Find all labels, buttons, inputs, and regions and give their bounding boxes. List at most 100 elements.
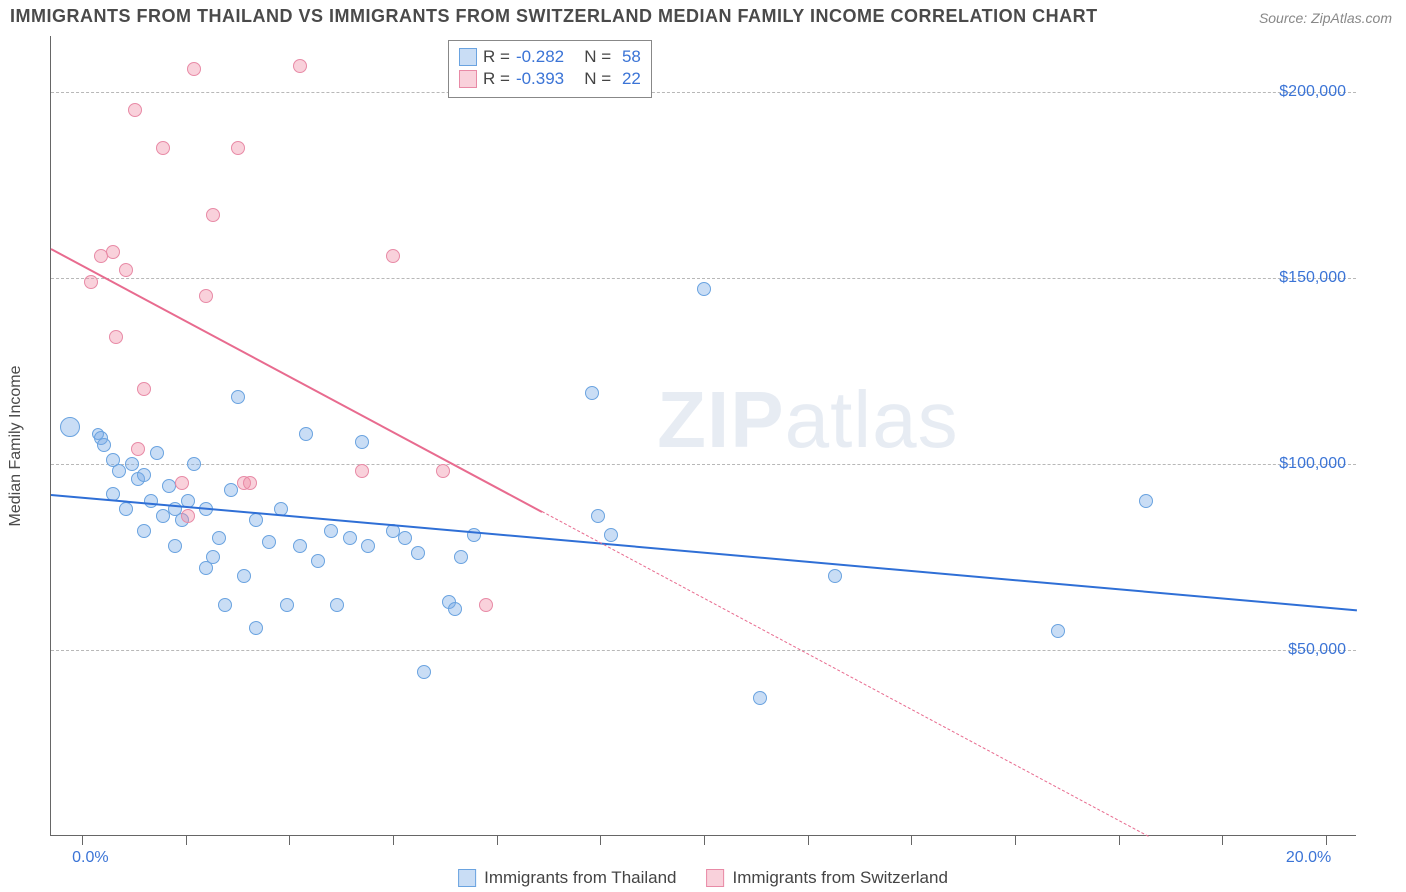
scatter-point: [355, 435, 369, 449]
scatter-point: [311, 554, 325, 568]
x-tick: [1326, 835, 1327, 845]
scatter-point: [361, 539, 375, 553]
legend-swatch: [707, 869, 725, 887]
chart-title: IMMIGRANTS FROM THAILAND VS IMMIGRANTS F…: [10, 6, 1098, 27]
x-tick: [704, 835, 705, 845]
gridline: [51, 92, 1356, 93]
stat-r-label: R =: [483, 47, 510, 67]
scatter-point: [60, 417, 80, 437]
legend-item: Immigrants from Thailand: [458, 868, 676, 888]
scatter-point: [119, 502, 133, 516]
x-tick: [1119, 835, 1120, 845]
x-tick-label-right: 20.0%: [1286, 849, 1331, 867]
stat-n-value: 58: [622, 47, 641, 67]
legend-label: Immigrants from Thailand: [484, 868, 676, 888]
series-legend: Immigrants from Thailand Immigrants from …: [458, 868, 948, 888]
scatter-point: [144, 494, 158, 508]
scatter-point: [293, 59, 307, 73]
scatter-point: [1051, 624, 1065, 638]
scatter-point: [199, 289, 213, 303]
correlation-stats-box: R = -0.282 N = 58R = -0.393 N = 22: [448, 40, 652, 98]
scatter-point: [585, 386, 599, 400]
scatter-point: [355, 464, 369, 478]
x-tick: [600, 835, 601, 845]
scatter-point: [417, 665, 431, 679]
regression-line: [51, 494, 1357, 611]
scatter-point: [97, 438, 111, 452]
stat-n-label: N =: [570, 69, 616, 89]
scatter-point: [1139, 494, 1153, 508]
scatter-point: [436, 464, 450, 478]
gridline: [51, 464, 1356, 465]
stats-row: R = -0.282 N = 58: [459, 47, 641, 67]
scatter-point: [231, 390, 245, 404]
scatter-point: [119, 263, 133, 277]
scatter-point: [753, 691, 767, 705]
scatter-point: [168, 539, 182, 553]
scatter-point: [137, 524, 151, 538]
scatter-point: [187, 62, 201, 76]
scatter-point: [206, 208, 220, 222]
x-tick: [393, 835, 394, 845]
scatter-point: [137, 468, 151, 482]
y-tick-label: $50,000: [1288, 641, 1346, 659]
scatter-point: [467, 528, 481, 542]
scatter-point: [386, 249, 400, 263]
legend-swatch: [459, 48, 477, 66]
x-tick: [289, 835, 290, 845]
legend-swatch: [459, 70, 477, 88]
scatter-point: [411, 546, 425, 560]
x-tick: [911, 835, 912, 845]
x-tick: [1222, 835, 1223, 845]
stats-row: R = -0.393 N = 22: [459, 69, 641, 89]
scatter-point: [343, 531, 357, 545]
scatter-point: [398, 531, 412, 545]
scatter-point: [262, 535, 276, 549]
scatter-point: [150, 446, 164, 460]
scatter-point: [280, 598, 294, 612]
scatter-point: [106, 245, 120, 259]
scatter-point: [131, 442, 145, 456]
stat-n-value: 22: [622, 69, 641, 89]
stat-r-value: -0.282: [516, 47, 564, 67]
scatter-point: [224, 483, 238, 497]
scatter-point: [175, 476, 189, 490]
stat-r-value: -0.393: [516, 69, 564, 89]
scatter-point: [299, 427, 313, 441]
scatter-point: [109, 330, 123, 344]
scatter-point: [697, 282, 711, 296]
plot-area: ZIPatlas $50,000 $100,000 $150,000 $200,000…: [50, 36, 1356, 836]
x-tick: [186, 835, 187, 845]
scatter-point: [479, 598, 493, 612]
y-tick-label: $150,000: [1279, 269, 1346, 287]
x-tick-label-left: 0.0%: [72, 849, 108, 867]
scatter-point: [84, 275, 98, 289]
legend-swatch: [458, 869, 476, 887]
scatter-point: [237, 569, 251, 583]
y-tick-label: $100,000: [1279, 455, 1346, 473]
stat-n-label: N =: [570, 47, 616, 67]
scatter-point: [231, 141, 245, 155]
y-tick-label: $200,000: [1279, 83, 1346, 101]
scatter-point: [249, 621, 263, 635]
x-tick: [82, 835, 83, 845]
scatter-point: [448, 602, 462, 616]
x-tick: [1015, 835, 1016, 845]
scatter-point: [293, 539, 307, 553]
scatter-point: [212, 531, 226, 545]
scatter-point: [330, 598, 344, 612]
scatter-point: [128, 103, 142, 117]
legend-item: Immigrants from Switzerland: [707, 868, 948, 888]
scatter-point: [199, 561, 213, 575]
scatter-point: [156, 141, 170, 155]
gridline: [51, 650, 1356, 651]
scatter-point: [591, 509, 605, 523]
scatter-point: [454, 550, 468, 564]
scatter-point: [187, 457, 201, 471]
scatter-point: [156, 509, 170, 523]
watermark: ZIPatlas: [657, 374, 958, 466]
y-axis-label: Median Family Income: [7, 366, 25, 527]
scatter-point: [125, 457, 139, 471]
x-tick: [497, 835, 498, 845]
scatter-point: [828, 569, 842, 583]
